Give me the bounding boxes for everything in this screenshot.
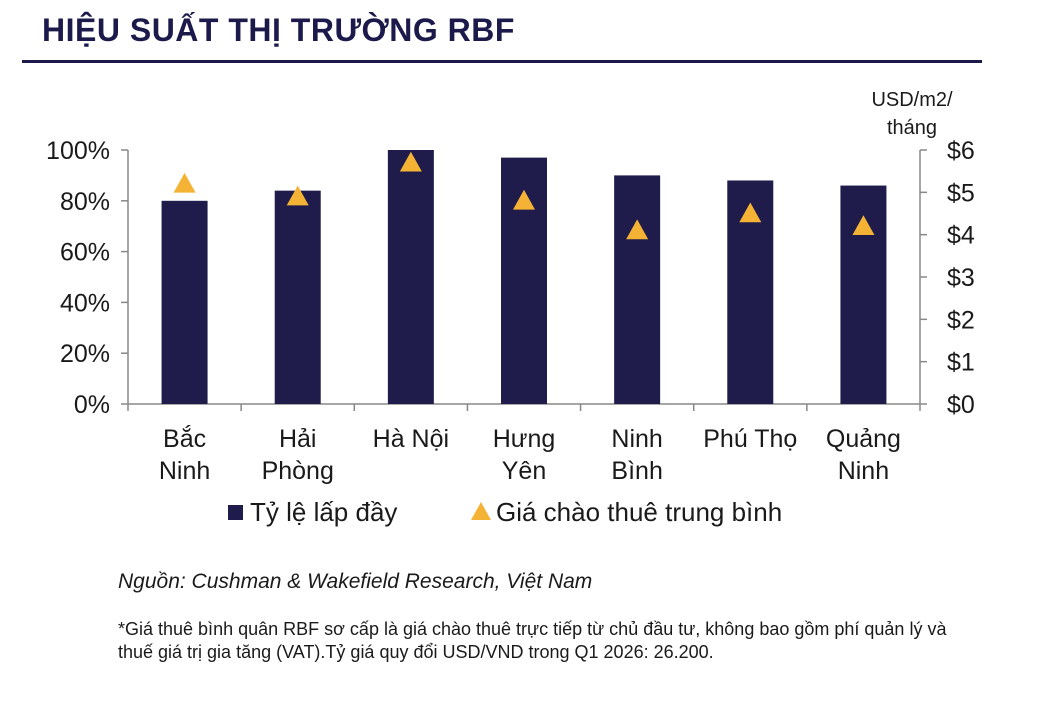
category-label: Phú Thọ bbox=[703, 425, 797, 453]
title-divider bbox=[22, 60, 982, 63]
right-axis-unit: USD/m2/ bbox=[871, 89, 953, 111]
left-tick-label: 20% bbox=[60, 340, 110, 368]
left-tick-label: 100% bbox=[46, 137, 110, 165]
category-label: Hưng bbox=[493, 425, 556, 453]
rent-marker bbox=[399, 151, 422, 172]
rent-marker bbox=[286, 185, 309, 206]
category-label: Phòng bbox=[262, 457, 334, 485]
occupancy-bar bbox=[614, 175, 661, 404]
rbf-chart: 0% 20% 40% 60% 80% 100% $0 $1 $2 $3 $4 $5 $6 USD/m2/t… bbox=[46, 89, 975, 527]
right-tick-label: $5 bbox=[947, 179, 975, 207]
rent-marker bbox=[739, 202, 762, 223]
footnote: *Giá thuê bình quân RBF sơ cấp là giá ch… bbox=[118, 619, 947, 662]
legend-bar-label: Tỷ lệ lấp đầy bbox=[250, 497, 397, 527]
legend-marker-swatch bbox=[471, 502, 491, 520]
left-tick-label: 80% bbox=[60, 188, 110, 216]
category-label: Yên bbox=[502, 457, 546, 485]
page-title: HIỆU SUẤT THỊ TRƯỜNG RBF bbox=[42, 12, 515, 48]
right-tick-label: $1 bbox=[947, 349, 975, 377]
left-tick-label: 60% bbox=[60, 239, 110, 267]
category-label: Ninh bbox=[611, 425, 662, 453]
category-label: Ninh bbox=[838, 457, 889, 485]
legend-marker-label: Giá chào thuê trung bình bbox=[496, 497, 782, 527]
category-label: Bắc bbox=[163, 424, 206, 453]
rent-marker bbox=[513, 189, 535, 210]
occupancy-bar bbox=[161, 200, 208, 404]
right-axis-unit: tháng bbox=[887, 117, 937, 139]
category-label: Ninh bbox=[159, 457, 210, 485]
source-note: Nguồn: Cushman & Wakefield Research, Việ… bbox=[118, 570, 593, 593]
occupancy-bar bbox=[274, 190, 321, 404]
right-tick-label: $4 bbox=[947, 222, 975, 250]
rent-marker bbox=[852, 215, 875, 235]
rent-marker bbox=[626, 219, 649, 240]
rent-marker bbox=[173, 172, 196, 193]
right-tick-label: $2 bbox=[947, 306, 975, 334]
category-label: Bình bbox=[611, 457, 662, 485]
occupancy-bar bbox=[387, 150, 434, 404]
left-tick-label: 0% bbox=[74, 391, 110, 419]
category-label: Hải bbox=[279, 425, 317, 453]
category-label: Quảng bbox=[826, 425, 901, 453]
right-tick-label: $0 bbox=[947, 391, 975, 419]
legend-bar-swatch bbox=[228, 505, 243, 520]
right-tick-label: $3 bbox=[947, 264, 975, 292]
right-tick-label: $6 bbox=[947, 137, 975, 165]
left-tick-label: 40% bbox=[60, 289, 110, 317]
category-label: Hà Nội bbox=[373, 425, 449, 453]
